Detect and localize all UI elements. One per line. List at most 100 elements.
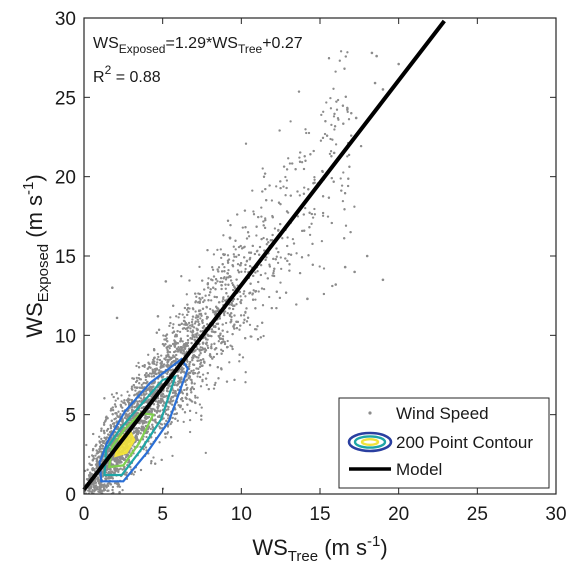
wind-speed-point bbox=[312, 149, 315, 153]
wind-speed-point bbox=[201, 373, 205, 376]
wind-speed-point bbox=[197, 320, 200, 323]
wind-speed-point bbox=[87, 474, 91, 477]
wind-speed-point bbox=[211, 266, 214, 269]
wind-speed-point bbox=[329, 107, 333, 110]
wind-speed-point bbox=[279, 281, 282, 284]
wind-speed-point bbox=[193, 350, 196, 353]
wind-speed-point bbox=[101, 444, 105, 448]
wind-speed-point bbox=[223, 253, 226, 256]
wind-speed-point bbox=[207, 387, 210, 391]
wind-speed-point bbox=[184, 345, 187, 348]
wind-speed-point bbox=[97, 455, 101, 458]
wind-speed-point bbox=[200, 314, 203, 317]
wind-speed-point bbox=[179, 350, 182, 353]
wind-speed-point bbox=[330, 155, 333, 158]
wind-speed-point bbox=[272, 274, 276, 278]
wind-speed-point bbox=[124, 413, 127, 416]
wind-speed-point bbox=[216, 309, 219, 313]
y-tick-label: 30 bbox=[55, 9, 76, 30]
wind-speed-point bbox=[172, 304, 175, 307]
wind-speed-point bbox=[100, 450, 103, 453]
wind-speed-point bbox=[143, 373, 147, 377]
wind-speed-point bbox=[163, 357, 166, 360]
wind-speed-point bbox=[322, 267, 326, 270]
wind-speed-point bbox=[326, 215, 330, 218]
wind-speed-point bbox=[111, 406, 114, 409]
wind-speed-point bbox=[329, 96, 332, 100]
wind-speed-point bbox=[221, 349, 225, 353]
wind-speed-point bbox=[263, 249, 266, 252]
wind-speed-point bbox=[130, 398, 134, 402]
wind-speed-point bbox=[180, 322, 183, 325]
wind-speed-point bbox=[206, 346, 210, 350]
wind-speed-point bbox=[177, 345, 180, 349]
wind-speed-point bbox=[295, 303, 298, 306]
wind-speed-point bbox=[259, 273, 263, 277]
wind-speed-point bbox=[197, 323, 200, 327]
wind-speed-point bbox=[159, 427, 162, 430]
wind-speed-point bbox=[118, 455, 122, 458]
wind-speed-point bbox=[285, 179, 289, 182]
wind-speed-point bbox=[106, 468, 109, 471]
wind-speed-point bbox=[137, 361, 140, 365]
wind-speed-point bbox=[288, 269, 291, 272]
wind-speed-point bbox=[212, 253, 216, 256]
wind-speed-point bbox=[220, 256, 223, 260]
wind-speed-point bbox=[190, 320, 194, 324]
wind-speed-point bbox=[244, 267, 247, 271]
wind-speed-point bbox=[185, 308, 189, 311]
wind-speed-point bbox=[232, 245, 235, 248]
wind-speed-point bbox=[285, 168, 289, 171]
wind-speed-point bbox=[135, 435, 138, 439]
wind-speed-point bbox=[244, 226, 247, 229]
wind-speed-point bbox=[346, 108, 349, 111]
wind-speed-point bbox=[327, 196, 331, 199]
wind-speed-point bbox=[194, 310, 197, 313]
wind-speed-point bbox=[194, 301, 197, 304]
wind-speed-point bbox=[137, 426, 141, 430]
wind-speed-point bbox=[89, 486, 92, 489]
wind-speed-point bbox=[166, 432, 169, 435]
wind-speed-point bbox=[188, 375, 192, 379]
wind-speed-point bbox=[169, 321, 172, 325]
wind-speed-point bbox=[193, 382, 196, 385]
wind-speed-point bbox=[88, 462, 91, 465]
wind-speed-point bbox=[101, 440, 104, 443]
wind-speed-point bbox=[322, 110, 325, 113]
wind-speed-point bbox=[100, 429, 103, 433]
wind-speed-point bbox=[176, 329, 179, 333]
wind-speed-point bbox=[197, 315, 200, 318]
wind-speed-point bbox=[176, 383, 180, 386]
wind-speed-point bbox=[227, 295, 230, 298]
wind-speed-point bbox=[237, 271, 241, 274]
wind-speed-point bbox=[146, 380, 149, 384]
wind-speed-point bbox=[118, 461, 121, 464]
wind-speed-point bbox=[117, 485, 120, 488]
wind-speed-point bbox=[272, 272, 275, 275]
wind-speed-point bbox=[149, 388, 152, 392]
wind-speed-point bbox=[172, 323, 175, 326]
wind-speed-point bbox=[260, 215, 263, 218]
wind-speed-point bbox=[132, 473, 135, 476]
wind-speed-point bbox=[275, 185, 278, 188]
x-tick-label: 30 bbox=[545, 504, 566, 525]
wind-speed-point bbox=[179, 405, 182, 409]
wind-speed-point bbox=[158, 358, 162, 362]
wind-speed-point bbox=[201, 319, 204, 323]
wind-speed-point bbox=[169, 436, 173, 439]
wind-speed-point bbox=[178, 330, 182, 334]
x-tick-label: 20 bbox=[388, 504, 409, 525]
wind-speed-point bbox=[95, 452, 99, 455]
wind-speed-point bbox=[239, 262, 243, 265]
wind-speed-point bbox=[230, 312, 233, 315]
wind-speed-point bbox=[255, 225, 258, 228]
wind-speed-point bbox=[252, 213, 256, 216]
wind-speed-point bbox=[321, 214, 325, 217]
wind-speed-point bbox=[209, 355, 212, 358]
wind-speed-point bbox=[226, 219, 230, 222]
wind-speed-point bbox=[183, 323, 186, 326]
wind-speed-point bbox=[206, 371, 209, 375]
wind-speed-point bbox=[191, 318, 194, 321]
wind-speed-point bbox=[264, 218, 267, 222]
wind-speed-point bbox=[291, 237, 295, 241]
